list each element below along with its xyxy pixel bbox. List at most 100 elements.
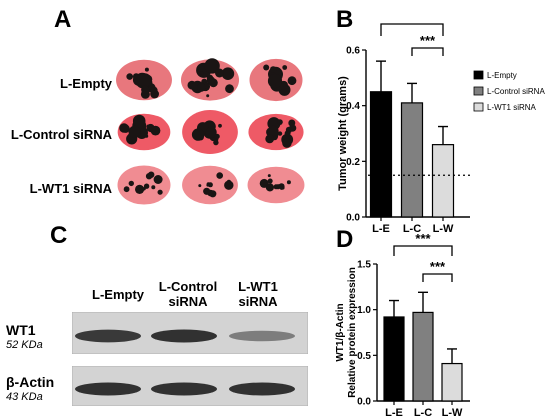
legend-entry: L-Empty <box>487 71 517 80</box>
tumor-metastasis-spot <box>287 76 297 86</box>
x-tick-label: L-C <box>414 407 432 419</box>
lane-label-line1: L-WT1 <box>238 279 278 294</box>
lane-label-l-control: L-Control siRNA <box>148 279 228 309</box>
bar-l-e <box>369 91 393 218</box>
blot-band <box>75 329 141 343</box>
bar-l-w <box>441 362 463 402</box>
x-tick-label: L-E <box>385 407 403 419</box>
bar-l-c <box>400 102 424 218</box>
lane-label-line1: L-Control <box>158 279 218 294</box>
tumor-metastasis-spot <box>209 190 217 198</box>
tumor-metastasis-spot <box>197 83 206 92</box>
tumor-metastasis-spot <box>126 73 133 80</box>
legend-swatch <box>473 70 484 80</box>
blot-band <box>151 382 217 396</box>
blot-strip-wt1 <box>72 312 308 354</box>
lane-label-line2: siRNA <box>238 294 278 309</box>
lane-label-line2: siRNA <box>168 294 208 309</box>
tumor-metastasis-spot <box>265 134 275 144</box>
tumor-metastasis-spot <box>140 127 148 135</box>
tumor-metastasis-spot <box>145 173 153 180</box>
tumor-metastasis-spot <box>265 183 274 192</box>
panel-letter-d: D <box>336 226 354 253</box>
lane-label-line1: L-Empty <box>92 287 144 302</box>
row-label-l-wt1-sirna: L-WT1 siRNA <box>29 181 112 196</box>
tumor-metastasis-spot <box>207 182 213 188</box>
significance-label: *** <box>420 33 436 48</box>
tumor-weight-chart: 0.0 0.2 0.4 0.6 Tumor weight (grams) L-E L-C L-… <box>337 18 545 235</box>
y-tick-label: 0.4 <box>346 101 360 112</box>
tumor-metastasis-spot <box>286 180 291 185</box>
tumor-metastasis-spot <box>146 124 151 129</box>
tumor-metastasis-spot <box>150 125 161 136</box>
y-tick-label: 0.2 <box>346 157 360 168</box>
tumor-metastasis-spot <box>270 66 277 73</box>
legend-entry: L-Control siRNA <box>487 87 545 96</box>
tumor-metastasis-spot <box>225 84 234 94</box>
significance-bracket <box>422 273 453 282</box>
significance-bracket <box>380 23 444 36</box>
panel-letter-a: A <box>54 6 72 33</box>
tumor-metastasis-spot <box>282 138 292 148</box>
tumor-metastasis-spot <box>267 174 271 178</box>
blot-band <box>229 382 295 396</box>
tumor-metastasis-spot <box>198 184 202 188</box>
tumor-metastasis-spot <box>153 175 163 184</box>
y-axis-label-line2: Relative protein expression <box>347 267 358 398</box>
tumor-metastasis-spot <box>203 187 211 195</box>
tumor-metastasis-spot <box>279 186 284 190</box>
tumor-photo-panel <box>116 58 305 205</box>
tumor-metastasis-spot <box>277 119 283 125</box>
x-tick-label: L-C <box>403 223 421 235</box>
tumor-metastasis-spot <box>214 133 220 140</box>
tumor-metastasis-spot <box>157 189 163 195</box>
tumor-metastasis-spot <box>151 185 156 190</box>
tumor-metastasis-spot <box>224 180 234 190</box>
significance-label: *** <box>430 259 446 274</box>
tumor-metastasis-spot <box>263 64 270 71</box>
tumor-metastasis-spot <box>150 86 158 95</box>
band-kda-beta-actin: 43 KDa <box>6 391 43 403</box>
blot-band <box>229 330 295 342</box>
tumor-metastasis-spot <box>123 186 130 193</box>
band-name-beta-actin: β-Actin <box>6 374 55 390</box>
panel-letter-c: C <box>50 222 68 249</box>
tumor-metastasis-spot <box>200 71 204 75</box>
legend-entry: L-WT1 siRNA <box>487 103 537 112</box>
lane-label-l-wt1: L-WT1 siRNA <box>218 279 298 309</box>
tumor-metastasis-spot <box>204 58 220 74</box>
x-tick-label: L-W <box>442 407 463 419</box>
bar-l-e <box>383 316 405 402</box>
tumor-metastasis-spot <box>135 73 151 89</box>
tumor-metastasis-spot <box>144 67 149 72</box>
panel-letter-b: B <box>336 6 354 33</box>
tumor-metastasis-spot <box>221 67 235 80</box>
tumor-metastasis-spot <box>215 68 224 78</box>
tumor-metastasis-spot <box>267 73 283 89</box>
tumor-metastasis-spot <box>132 114 146 128</box>
tumor-metastasis-spot <box>218 123 222 128</box>
significance-label: *** <box>415 232 431 246</box>
bar-l-w <box>431 144 455 218</box>
tumor-metastasis-spot <box>135 184 145 194</box>
significance-label: *** <box>404 18 420 24</box>
tumor-metastasis-spot <box>128 180 134 187</box>
tumor-metastasis-spot <box>267 178 273 184</box>
tumor-metastasis-spot <box>268 125 279 137</box>
tumor-metastasis-spot <box>216 172 223 179</box>
y-tick-label: 0.0 <box>357 397 371 408</box>
band-kda-wt1: 52 KDa <box>6 339 43 351</box>
x-tick-label: L-W <box>433 223 454 235</box>
y-tick-label: 0.0 <box>346 213 360 224</box>
legend-swatch <box>473 102 484 112</box>
tumor-metastasis-spot <box>205 126 217 138</box>
tumor-metastasis-spot <box>191 128 205 141</box>
y-axis-label-line1: WT1/β-Actin <box>335 303 346 361</box>
legend-swatch <box>473 86 484 96</box>
y-tick-label: 1.0 <box>357 305 371 316</box>
tumor-metastasis-spot <box>282 65 288 70</box>
tumor-metastasis-spot <box>285 126 293 134</box>
blot-strip-beta-actin <box>72 366 308 406</box>
lane-label-l-empty: L-Empty <box>78 287 158 302</box>
y-tick-label: 0.6 <box>346 46 360 57</box>
